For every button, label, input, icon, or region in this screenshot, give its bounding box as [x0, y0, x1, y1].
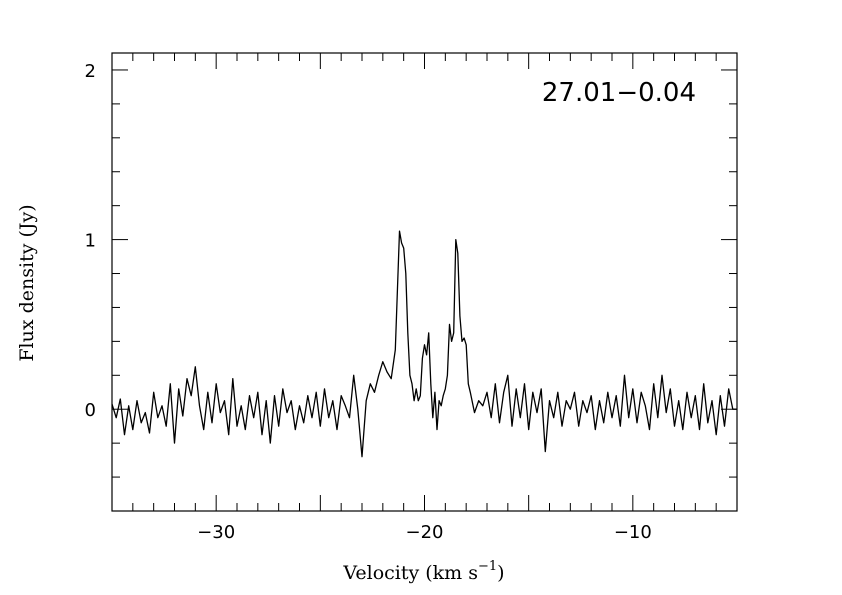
- x-axis-title-main: Velocity (km s: [342, 562, 478, 584]
- y-axis-title: Flux density (Jy): [16, 204, 38, 361]
- source-annotation: 27.01−0.04: [542, 78, 696, 108]
- spectrum-line: [111, 230, 737, 458]
- major-ticks: [111, 53, 738, 511]
- x-tick-label: −20: [406, 522, 444, 543]
- y-tick-label: 0: [85, 400, 96, 421]
- minor-ticks: [112, 53, 737, 511]
- x-axis-title-close: ): [497, 562, 504, 584]
- y-tick-label: 1: [85, 231, 96, 252]
- x-axis-title-exponent: −1: [478, 559, 497, 574]
- y-tick-label: 2: [85, 61, 96, 82]
- x-axis-title: Velocity (km s−1): [342, 559, 504, 584]
- x-tick-label: −30: [197, 522, 235, 543]
- plot-frame: [111, 52, 738, 512]
- x-tick-label: −10: [614, 522, 652, 543]
- x-tick-labels: −30 −20 −10: [197, 522, 652, 543]
- y-tick-labels: 0 1 2: [85, 61, 96, 421]
